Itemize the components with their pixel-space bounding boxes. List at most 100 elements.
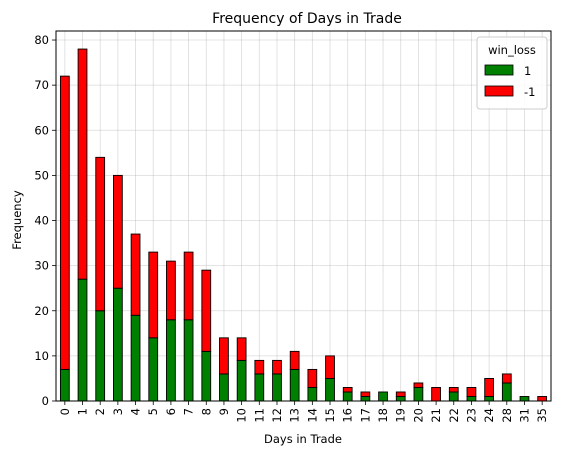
bar-win-6 xyxy=(166,319,176,402)
x-axis-label: Days in Trade xyxy=(264,432,342,446)
x-tick-label: 28 xyxy=(500,408,514,423)
x-tick-label: 20 xyxy=(411,408,425,423)
x-tick-label: 13 xyxy=(288,408,302,423)
bar-win-5 xyxy=(148,337,159,402)
bar-win-23 xyxy=(466,396,477,402)
x-axis-ticks: 0 1 2 3 4 5 6 7 8 9 10 11 12 13 14 15 16 17 18 19 20 21 22 23 24… xyxy=(58,401,549,423)
legend-swatch-1 xyxy=(484,64,514,76)
bar-loss-15 xyxy=(325,355,335,379)
legend-label-neg1: -1 xyxy=(524,85,535,99)
y-tick-label: 10 xyxy=(34,349,49,363)
bars xyxy=(59,48,548,402)
bar-loss-14 xyxy=(307,368,318,388)
x-tick-label: 10 xyxy=(235,408,249,423)
bar-loss-4 xyxy=(130,233,141,316)
y-tick-label: 80 xyxy=(34,33,49,47)
y-tick-label: 50 xyxy=(34,168,49,182)
x-tick-label: 23 xyxy=(464,408,478,423)
y-tick-label: 70 xyxy=(34,78,49,92)
x-tick-label: 4 xyxy=(129,408,143,415)
bar-loss-12 xyxy=(272,359,282,375)
bar-win-12 xyxy=(272,373,282,402)
bar-win-17 xyxy=(360,396,371,402)
bar-loss-9 xyxy=(219,337,229,375)
bar-loss-13 xyxy=(289,350,300,370)
bar-loss-7 xyxy=(183,251,194,321)
bar-loss-1 xyxy=(77,48,88,280)
y-tick-label: 30 xyxy=(34,259,49,273)
bar-win-31 xyxy=(519,396,530,402)
legend-label-1: 1 xyxy=(524,64,531,78)
bar-loss-11 xyxy=(254,359,265,375)
bar-win-13 xyxy=(289,368,300,402)
y-tick-label: 0 xyxy=(42,394,49,408)
legend-title: win_loss xyxy=(488,43,536,57)
x-tick-label: 12 xyxy=(270,408,284,423)
bar-loss-35 xyxy=(537,396,548,402)
bar-loss-24 xyxy=(484,377,494,397)
bar-win-15 xyxy=(325,377,335,402)
x-tick-label: 14 xyxy=(305,408,319,423)
bar-win-14 xyxy=(307,387,318,402)
bar-loss-2 xyxy=(95,156,106,312)
bar-loss-19 xyxy=(395,391,406,397)
bar-loss-6 xyxy=(166,260,176,321)
y-tick-label: 60 xyxy=(34,123,49,137)
bar-win-0 xyxy=(59,368,70,402)
y-axis-label: Frequency xyxy=(10,190,24,250)
bar-win-9 xyxy=(219,373,229,402)
bar-win-2 xyxy=(95,310,106,402)
bar-loss-3 xyxy=(113,174,123,289)
bar-loss-0 xyxy=(59,75,70,370)
bar-loss-16 xyxy=(342,387,353,393)
y-tick-label: 40 xyxy=(34,214,49,228)
bar-loss-20 xyxy=(413,382,424,388)
x-tick-label: 5 xyxy=(146,408,160,415)
bar-win-24 xyxy=(484,396,494,402)
x-tick-label: 15 xyxy=(323,408,337,423)
bar-win-7 xyxy=(183,319,194,402)
bar-loss-8 xyxy=(201,269,212,352)
x-tick-label: 22 xyxy=(447,408,461,423)
bar-win-18 xyxy=(378,391,388,402)
x-tick-label: 19 xyxy=(394,408,408,423)
plot-frame xyxy=(55,30,552,402)
legend: win_loss 1 -1 xyxy=(476,36,548,110)
bar-loss-23 xyxy=(466,387,477,397)
bar-win-3 xyxy=(113,287,123,402)
bar-loss-5 xyxy=(148,251,159,339)
bar-loss-17 xyxy=(360,391,371,397)
x-tick-label: 2 xyxy=(93,408,107,415)
x-tick-label: 8 xyxy=(199,408,213,415)
bar-win-10 xyxy=(236,359,247,402)
x-tick-label: 24 xyxy=(482,408,496,423)
bar-win-1 xyxy=(77,278,88,402)
x-tick-label: 16 xyxy=(341,408,355,423)
y-axis-ticks: 0 10 20 30 40 50 60 70 80 xyxy=(34,33,56,408)
bar-win-19 xyxy=(395,396,406,402)
x-tick-label: 0 xyxy=(58,408,72,415)
x-tick-label: 7 xyxy=(182,408,196,415)
x-tick-label: 35 xyxy=(535,408,549,423)
x-tick-label: 1 xyxy=(76,408,90,415)
x-tick-label: 6 xyxy=(164,408,178,415)
bar-win-11 xyxy=(254,373,265,402)
x-tick-label: 17 xyxy=(358,408,372,423)
x-tick-label: 21 xyxy=(429,408,443,423)
legend-swatch-neg1 xyxy=(484,85,514,97)
bar-loss-22 xyxy=(448,387,459,393)
x-tick-label: 11 xyxy=(252,408,266,423)
bar-win-22 xyxy=(448,391,459,402)
bar-loss-28 xyxy=(501,373,512,384)
bar-win-16 xyxy=(342,391,353,402)
x-tick-label: 18 xyxy=(376,408,390,423)
x-tick-label: 31 xyxy=(517,408,531,423)
bar-win-28 xyxy=(501,382,512,402)
bar-win-8 xyxy=(201,350,212,402)
x-tick-label: 9 xyxy=(217,408,231,415)
y-tick-label: 20 xyxy=(34,304,49,318)
x-tick-label: 3 xyxy=(111,408,125,415)
bar-loss-10 xyxy=(236,337,247,361)
chart-title: Frequency of Days in Trade xyxy=(212,11,402,27)
